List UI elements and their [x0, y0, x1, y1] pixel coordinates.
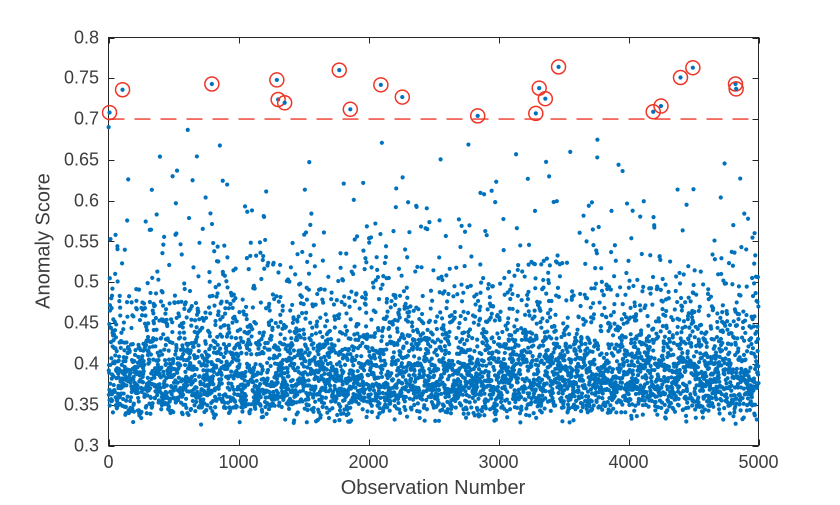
- x-tick-label: 4000: [608, 452, 649, 472]
- x-tick-label: 3000: [478, 452, 519, 472]
- y-tick-label: 0.35: [63, 394, 99, 415]
- y-tick-label: 0.5: [73, 271, 99, 292]
- x-tick-label: 1000: [218, 452, 259, 472]
- y-tick-label: 0.8: [73, 27, 99, 47]
- x-tick-label: 2000: [348, 452, 389, 472]
- y-tick-label: 0.75: [63, 67, 99, 88]
- y-tick-label: 0.45: [63, 312, 99, 333]
- y-tick-label: 0.65: [63, 149, 99, 170]
- y-tick-label: 0.7: [73, 108, 99, 129]
- y-tick-label: 0.55: [63, 231, 99, 251]
- x-tick-label: 0: [103, 452, 114, 472]
- y-tick-label: 0.6: [73, 190, 99, 211]
- y-tick-label: 0.3: [73, 435, 99, 455]
- x-tick-label: 5000: [738, 452, 779, 472]
- y-tick-label: 0.4: [73, 353, 99, 374]
- y-axis-label: Anomaly Score: [32, 173, 55, 309]
- x-axis-label: Observation Number: [340, 477, 526, 499]
